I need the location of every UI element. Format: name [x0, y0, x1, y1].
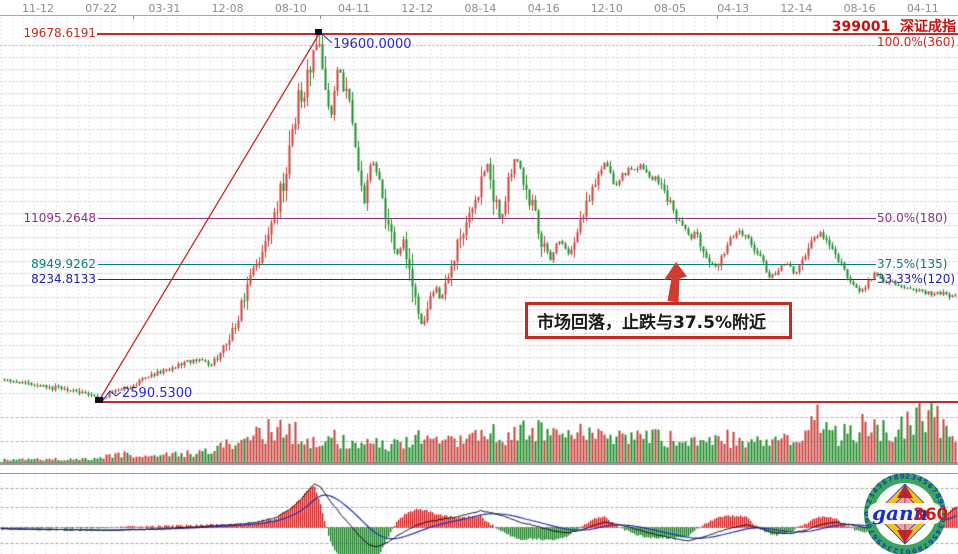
x-axis-label: 08-14: [464, 2, 497, 15]
low-price-label: 2590.5300: [122, 386, 193, 401]
symbol-code: 399001: [831, 19, 891, 35]
x-axis-tick: [717, 15, 718, 19]
x-axis-label: 11-12: [22, 2, 54, 15]
symbol-name: 深证成指: [900, 19, 956, 35]
symbol-title: 399001 深证成指: [832, 16, 956, 36]
x-axis: 11-12 07-22 03-31 12-08 08-10 04-11 12-12 08-14…: [0, 0, 958, 16]
x-axis-label: 04-11: [906, 2, 939, 15]
x-axis-label: 08-05: [654, 2, 686, 15]
x-axis-label: 04-11: [338, 2, 370, 15]
annotation-text: 市场回落，止跌与37.5%附近: [537, 313, 766, 333]
x-axis-label: 12-08: [211, 2, 244, 15]
x-axis-label: 12-10: [590, 2, 623, 15]
x-axis-label: 04-16: [527, 2, 560, 15]
x-axis-tick: [320, 15, 321, 19]
x-axis-label: 12-14: [780, 2, 813, 15]
x-axis-label: 04-13: [717, 2, 750, 15]
logo-text-360: 360: [913, 505, 947, 525]
logo-text-band: [868, 503, 942, 524]
x-axis-tick: [133, 15, 134, 19]
x-axis-label: 07-22: [85, 2, 118, 15]
logo-text-gann: gann: [872, 501, 928, 525]
x-axis-label: 12-12: [401, 2, 434, 15]
x-axis-label: 08-16: [843, 2, 876, 15]
x-axis-label: 08-10: [274, 2, 307, 15]
x-axis-label: 03-31: [148, 2, 181, 15]
gann360-logo: 2345678901234567890123456789012345678901…: [863, 472, 947, 554]
annotation-box[interactable]: 市场回落，止跌与37.5%附近: [525, 302, 792, 339]
peak-price-label: 19600.0000: [333, 37, 412, 52]
